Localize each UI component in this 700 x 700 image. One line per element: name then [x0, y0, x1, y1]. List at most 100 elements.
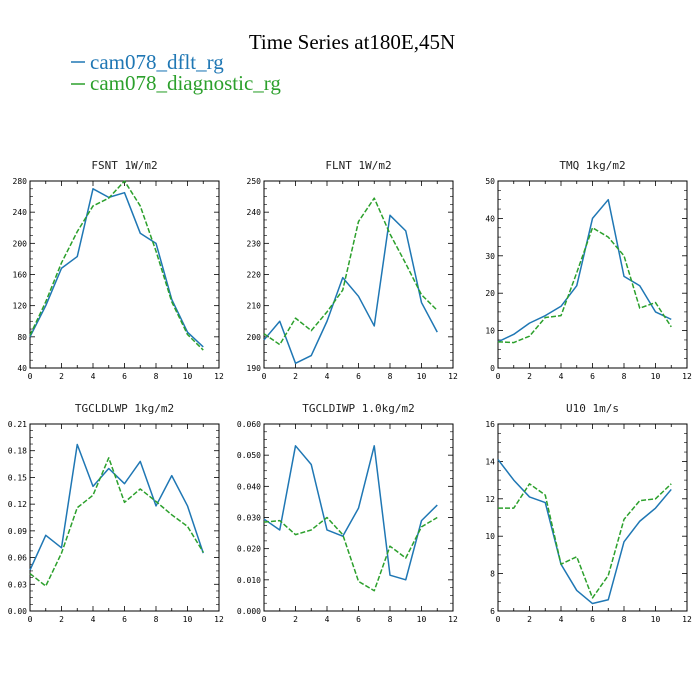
y-tick-label: 220 [247, 271, 262, 280]
y-tick-label: 0.040 [237, 482, 261, 491]
y-tick-label: 40 [485, 214, 495, 223]
y-tick-label: 0.09 [8, 527, 27, 536]
chart-panel: TGCLDLWP 1kg/m2 0 2 4 6 8 10 12 0.00 0.03 0.06 0.09… [8, 402, 224, 624]
y-tick-label: 40 [17, 364, 27, 373]
x-tick-label: 12 [448, 615, 458, 624]
y-tick-label: 0.12 [8, 500, 27, 509]
x-tick-label: 2 [59, 615, 64, 624]
x-tick-label: 12 [214, 615, 224, 624]
y-tick-label: 80 [17, 333, 27, 342]
y-tick-label: 200 [13, 239, 28, 248]
x-tick-label: 10 [417, 615, 427, 624]
panel-title: TGCLDIWP 1.0kg/m2 [302, 402, 415, 415]
y-tick-label: 0.010 [237, 576, 261, 585]
y-tick-label: 14 [485, 457, 495, 466]
x-tick-label: 4 [91, 372, 96, 381]
series-line-diagnostic [497, 227, 672, 344]
x-tick-label: 6 [122, 372, 127, 381]
series-line-diagnostic [29, 180, 204, 351]
y-tick-label: 0.00 [8, 607, 27, 616]
series-line-diagnostic [263, 516, 438, 592]
figure-title: Time Series at180E,45N [249, 30, 455, 54]
x-tick-label: 12 [448, 372, 458, 381]
panel-grid: FSNT 1W/m20 2 4 6 8 10 124080120160200240280FL… [8, 159, 692, 624]
series-line-diagnostic [29, 457, 204, 587]
x-tick-label: 10 [651, 372, 661, 381]
panel-title: U10 1m/s [566, 402, 619, 415]
plot-frame [497, 180, 688, 369]
x-tick-label: 10 [651, 615, 661, 624]
series-line-dflt [497, 459, 672, 605]
x-tick-label: 0 [496, 372, 501, 381]
x-tick-label: 2 [293, 372, 298, 381]
series-line-dflt [29, 443, 204, 571]
y-tick-label: 240 [13, 208, 28, 217]
y-tick-label: 190 [247, 364, 262, 373]
series-line-dflt [263, 214, 438, 365]
y-tick-label: 230 [247, 239, 262, 248]
series-line-dflt [497, 198, 672, 343]
y-tick-label: 0.000 [237, 607, 261, 616]
legend-label-dflt: cam078_dflt_rg [90, 50, 224, 74]
y-tick-label: 0 [490, 364, 495, 373]
x-tick-label: 0 [28, 372, 33, 381]
x-tick-label: 8 [388, 372, 393, 381]
x-tick-label: 10 [417, 372, 427, 381]
legend-item-dflt: cam078_dflt_rg [71, 50, 224, 74]
y-tick-label: 50 [485, 177, 495, 186]
legend-item-diagnostic: cam078_diagnostic_rg [71, 71, 281, 95]
y-tick-label: 200 [247, 333, 262, 342]
y-tick-label: 0.06 [8, 554, 27, 563]
legend: cam078_dflt_rg cam078_diagnostic_rg [71, 50, 281, 95]
y-tick-label: 0.21 [8, 420, 27, 429]
y-tick-label: 0.15 [8, 473, 27, 482]
series-line-diagnostic [263, 197, 438, 346]
x-tick-label: 6 [590, 615, 595, 624]
x-tick-label: 2 [527, 372, 532, 381]
y-tick-label: 160 [13, 271, 28, 280]
x-tick-label: 2 [293, 615, 298, 624]
x-tick-label: 4 [325, 615, 330, 624]
y-tick-label: 8 [490, 570, 495, 579]
x-tick-label: 6 [356, 372, 361, 381]
panel-title: TGCLDLWP 1kg/m2 [75, 402, 174, 415]
x-tick-label: 12 [682, 615, 692, 624]
plot-frame [497, 423, 688, 612]
y-tick-label: 20 [485, 289, 495, 298]
y-tick-label: 0.060 [237, 420, 261, 429]
series-line-diagnostic [498, 483, 672, 599]
x-tick-label: 4 [559, 372, 564, 381]
panel-title: FLNT 1W/m2 [325, 159, 391, 172]
x-tick-label: 8 [622, 615, 627, 624]
panel-title: FSNT 1W/m2 [91, 159, 157, 172]
y-tick-label: 16 [485, 420, 495, 429]
chart-panel: FLNT 1W/m2 0 2 4 6 8 10 12 190 200 210 220 230 240 250 [247, 159, 458, 381]
chart-panel: TMQ 1kg/m2 0 2 4 6 8 10 12 0 10 20 30 40 50 [485, 159, 692, 381]
x-tick-label: 6 [590, 372, 595, 381]
x-tick-label: 2 [527, 615, 532, 624]
y-tick-label: 30 [485, 252, 495, 261]
x-tick-label: 8 [154, 615, 159, 624]
x-tick-label: 10 [183, 372, 193, 381]
x-tick-label: 12 [682, 372, 692, 381]
y-tick-label: 0.020 [237, 545, 261, 554]
x-tick-label: 12 [214, 372, 224, 381]
x-tick-label: 0 [262, 372, 267, 381]
y-tick-label: 0.050 [237, 451, 261, 460]
x-tick-label: 4 [91, 615, 96, 624]
x-tick-label: 6 [356, 615, 361, 624]
y-tick-label: 6 [490, 607, 495, 616]
x-tick-label: 4 [559, 615, 564, 624]
y-tick-label: 10 [485, 327, 495, 336]
series-line-dflt [263, 445, 438, 581]
x-tick-label: 0 [262, 615, 267, 624]
x-tick-label: 4 [325, 372, 330, 381]
panel-title: TMQ 1kg/m2 [559, 159, 625, 172]
series-line-dflt [29, 188, 204, 348]
chart-panel: U10 1m/s 0 2 4 6 8 10 12 6 8 10 12 14 16 [485, 402, 692, 624]
x-tick-label: 6 [122, 615, 127, 624]
x-tick-label: 8 [388, 615, 393, 624]
y-tick-label: 0.03 [8, 580, 27, 589]
y-tick-label: 0.18 [8, 447, 27, 456]
